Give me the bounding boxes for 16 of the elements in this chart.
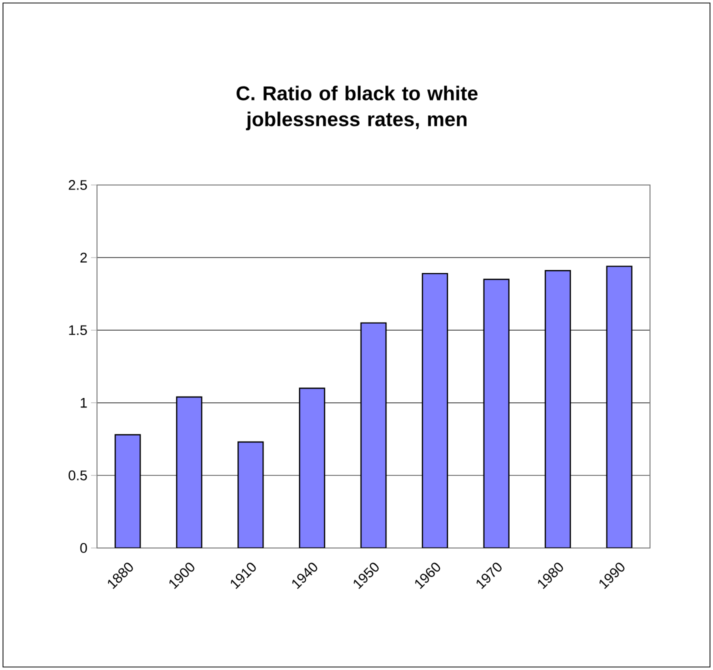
y-tick-label: 0 <box>80 543 87 553</box>
bar <box>544 270 571 548</box>
y-tick-label: 2.5 <box>68 180 87 190</box>
bar <box>422 272 448 548</box>
bar <box>298 388 326 548</box>
bar <box>114 434 141 548</box>
chart-title: C. Ratio of black to white joblessness rates, men <box>236 86 478 130</box>
bar <box>176 396 202 548</box>
bar <box>238 441 264 548</box>
y-tick-label: 1 <box>80 398 87 408</box>
y-tick-label: 1.5 <box>69 325 87 336</box>
bar <box>483 278 510 548</box>
bar <box>606 266 632 548</box>
y-tick-label: 2 <box>80 252 87 262</box>
y-tick-label: 0.5 <box>68 470 87 480</box>
bar <box>360 322 387 548</box>
